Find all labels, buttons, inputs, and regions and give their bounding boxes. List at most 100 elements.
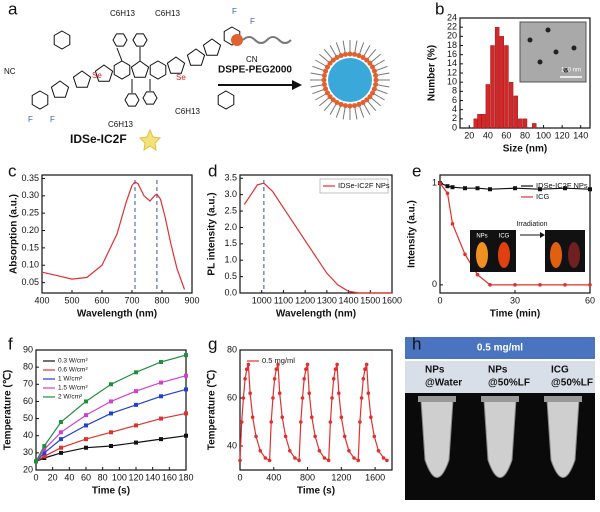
marker <box>277 391 282 396</box>
marker <box>59 450 63 455</box>
inset-arrow-head <box>540 232 545 238</box>
marker <box>248 391 252 396</box>
marker <box>513 186 517 191</box>
bar <box>481 114 486 129</box>
y-axis-title: Temperature (℃) <box>3 370 14 451</box>
marker <box>42 444 47 448</box>
y-tick-label: 0 <box>432 279 437 289</box>
y-tick-label: 2 <box>452 113 457 123</box>
marker <box>59 445 63 450</box>
marker <box>475 272 480 277</box>
series-line <box>41 181 186 290</box>
lipid-head <box>367 94 373 100</box>
substituent-label: C6H13 <box>108 120 133 129</box>
marker <box>84 437 88 442</box>
marker <box>352 456 356 460</box>
plot-frame <box>239 349 393 471</box>
lipid-head <box>324 90 330 96</box>
marker <box>159 437 163 442</box>
y-axis-title: Absorption (a.u.) <box>9 194 20 274</box>
marker <box>463 186 467 191</box>
inset-label: ICG <box>499 234 510 240</box>
lipid-head <box>356 53 362 59</box>
x-tick-label: 1600 <box>382 295 402 305</box>
series-line <box>35 435 187 462</box>
y-tick-label: 22 <box>447 22 457 32</box>
y-tick-label: 40 <box>23 430 33 440</box>
x-tick-label: 120 <box>555 130 570 140</box>
atom-label: Se <box>176 73 186 82</box>
atom-label: F <box>232 7 237 16</box>
atom-label: Se <box>92 71 102 80</box>
y-tick-label: 1.0 <box>224 255 237 265</box>
column-label: @50%LF <box>488 378 530 389</box>
x-tick-label: 700 <box>124 295 139 305</box>
lipid-head <box>370 90 376 96</box>
bar <box>522 118 528 129</box>
marker <box>309 415 314 420</box>
x-tick-label: 500 <box>64 295 79 305</box>
ring <box>142 91 158 105</box>
ring <box>132 33 148 47</box>
marker <box>305 362 310 367</box>
marker <box>263 456 268 460</box>
lipid-head <box>352 51 358 57</box>
marker <box>488 187 492 192</box>
marker <box>59 437 63 442</box>
legend-label: 0.3 W/cm² <box>58 358 88 365</box>
marker <box>280 415 285 420</box>
x-tick-label: 800 <box>300 472 315 482</box>
y-tick-label: 0.25 <box>21 208 39 218</box>
tube <box>420 399 454 478</box>
substituent-label: C6H13 <box>175 107 200 116</box>
y-tick-label: 1 <box>432 178 437 188</box>
legend-label: 0.5 mg/ml <box>262 356 295 365</box>
x-tick-label: 160 <box>162 472 177 482</box>
marker <box>356 458 361 463</box>
y-tick-label: 3.0 <box>224 189 237 199</box>
x-tick-label: 120 <box>128 472 143 482</box>
marker <box>184 353 188 358</box>
y-tick-label: 24 <box>447 12 457 22</box>
y-tick-label: 0.35 <box>21 173 39 183</box>
marker <box>269 420 274 424</box>
marker <box>337 391 341 396</box>
ring <box>53 30 71 50</box>
marker <box>283 434 288 439</box>
legend-label: 0.6 W/cm² <box>58 367 88 374</box>
bar <box>477 114 482 129</box>
inset-arrow-label: Irradiation <box>516 221 547 228</box>
marker <box>159 394 163 399</box>
lipid-head <box>373 77 379 83</box>
marker <box>159 380 163 385</box>
x-tick-label: 1600 <box>365 472 385 482</box>
series-line <box>439 182 591 190</box>
ring <box>113 60 131 80</box>
marker <box>109 444 113 448</box>
lipid-head <box>321 82 327 88</box>
ring <box>217 90 235 110</box>
y-tick-label: 0.10 <box>21 260 39 270</box>
y-tick-label: 0.30 <box>21 190 39 200</box>
y-tick-label: 40 <box>227 440 237 450</box>
marker <box>330 396 334 400</box>
lipid-head <box>371 86 377 92</box>
lipid-head <box>364 97 370 103</box>
bar <box>532 123 537 129</box>
y-tick-label: 8 <box>452 86 457 96</box>
legend-label: ICG <box>536 192 550 201</box>
lipid-head <box>327 94 333 100</box>
lipid-head <box>347 51 353 57</box>
lipid-head <box>373 82 379 88</box>
marker <box>84 413 88 418</box>
marker <box>184 387 188 392</box>
marker <box>333 367 338 372</box>
star-icon <box>138 128 162 152</box>
y-tick-label: 4 <box>452 104 457 114</box>
bar <box>485 84 491 129</box>
lipid-head <box>373 72 379 78</box>
arrow-head <box>292 80 302 90</box>
marker <box>42 447 47 452</box>
tube-cap <box>481 396 519 402</box>
inset-label: NPs <box>476 234 487 240</box>
